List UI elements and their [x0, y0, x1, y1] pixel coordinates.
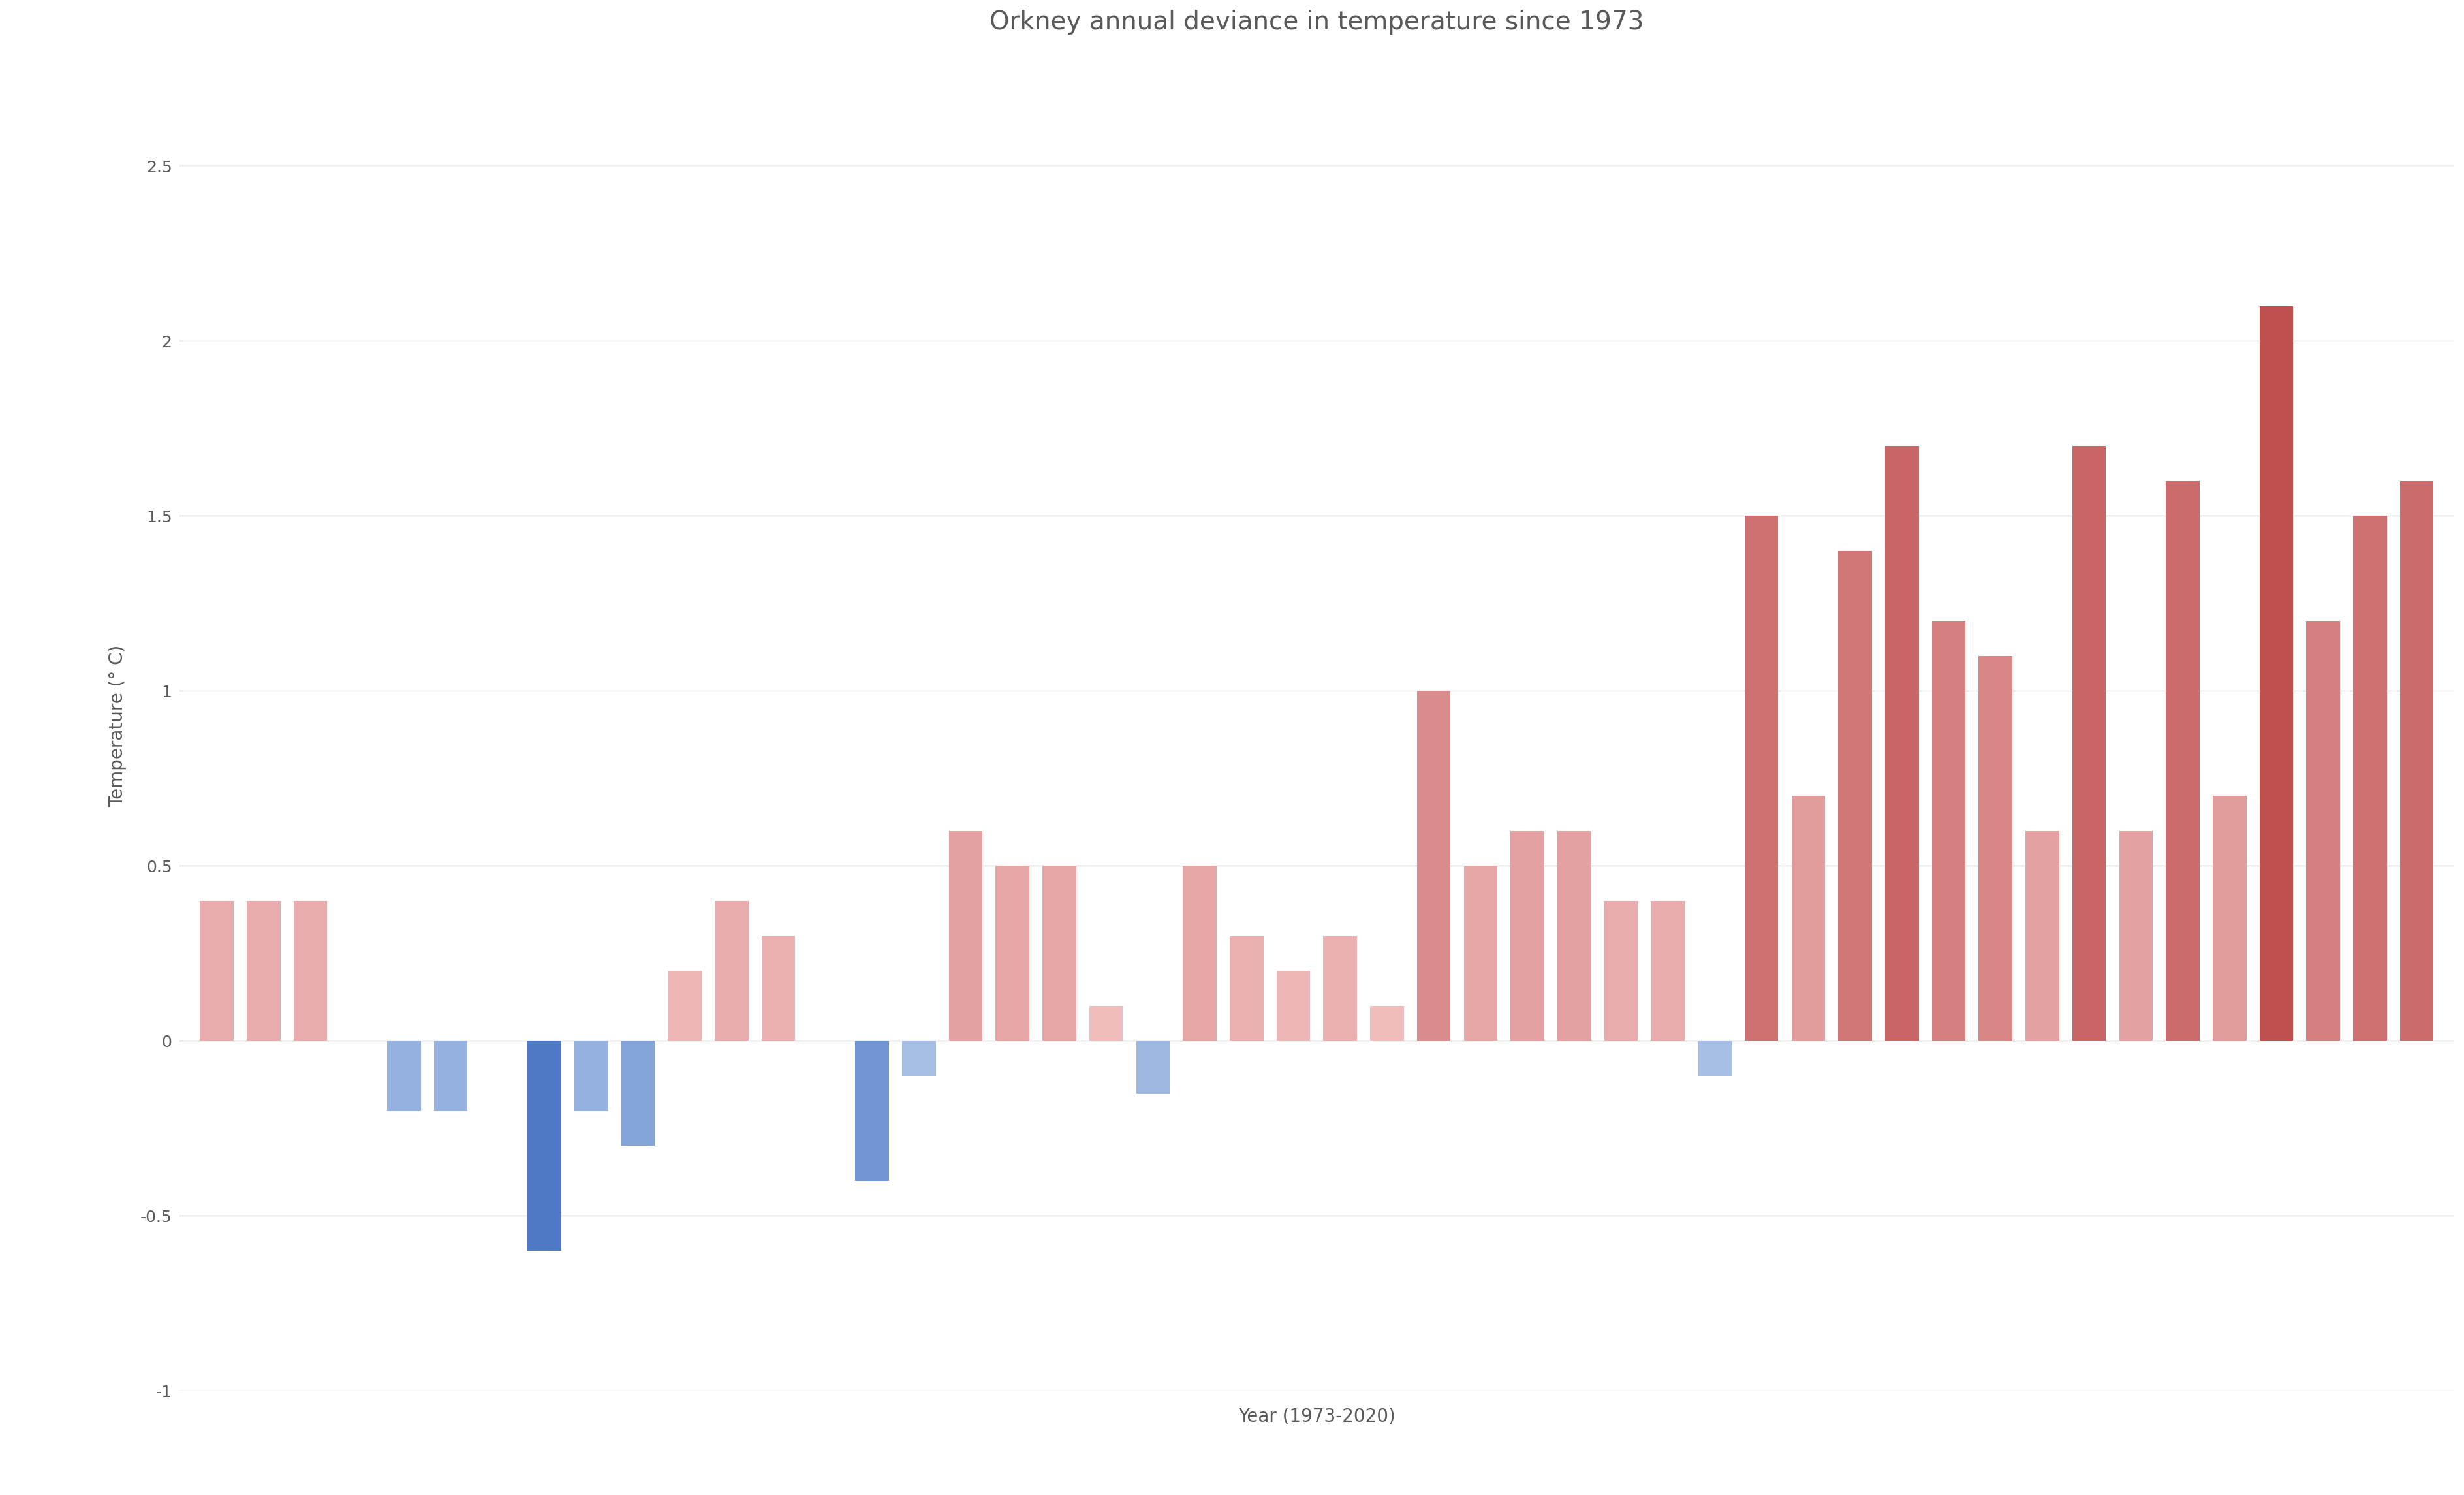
Bar [2072, 446, 2107, 1041]
Bar [995, 866, 1030, 1041]
Bar [855, 1041, 890, 1181]
Bar [1651, 901, 1685, 1041]
Bar [1417, 691, 1451, 1041]
Bar [1042, 866, 1077, 1041]
Bar [1557, 831, 1592, 1041]
Title: Orkney annual deviance in temperature since 1973: Orkney annual deviance in temperature si… [991, 10, 1643, 34]
Bar [1089, 1006, 1124, 1041]
Bar [574, 1041, 609, 1111]
Bar [1979, 656, 2013, 1041]
Bar [2306, 620, 2341, 1041]
Bar [2166, 481, 2200, 1041]
Bar [1276, 970, 1311, 1041]
Bar [668, 970, 702, 1041]
Bar [1791, 795, 1826, 1041]
Bar [1230, 936, 1264, 1041]
Bar [1838, 552, 1873, 1041]
Bar [434, 1041, 468, 1111]
Bar [2213, 795, 2247, 1041]
Bar [2259, 306, 2294, 1041]
Bar [1604, 901, 1639, 1041]
Y-axis label: Temperature (° C): Temperature (° C) [108, 644, 126, 807]
Bar [761, 936, 796, 1041]
Bar [949, 831, 983, 1041]
Bar [621, 1041, 655, 1145]
Bar [2025, 831, 2060, 1041]
Bar [902, 1041, 936, 1076]
Bar [1464, 866, 1498, 1041]
Bar [1370, 1006, 1404, 1041]
Bar [1932, 620, 1966, 1041]
Bar [715, 901, 749, 1041]
Bar [246, 901, 281, 1041]
Bar [1885, 446, 1919, 1041]
Bar [2400, 481, 2434, 1041]
Bar [1510, 831, 1545, 1041]
Bar [200, 901, 234, 1041]
Bar [1745, 516, 1779, 1041]
Bar [2353, 516, 2388, 1041]
Bar [527, 1041, 562, 1251]
Bar [387, 1041, 421, 1111]
Bar [1698, 1041, 1732, 1076]
X-axis label: Year (1973-2020): Year (1973-2020) [1239, 1407, 1395, 1425]
Bar [293, 901, 328, 1041]
Bar [1323, 936, 1358, 1041]
Bar [2119, 831, 2154, 1041]
Bar [1183, 866, 1217, 1041]
Bar [1136, 1041, 1170, 1093]
